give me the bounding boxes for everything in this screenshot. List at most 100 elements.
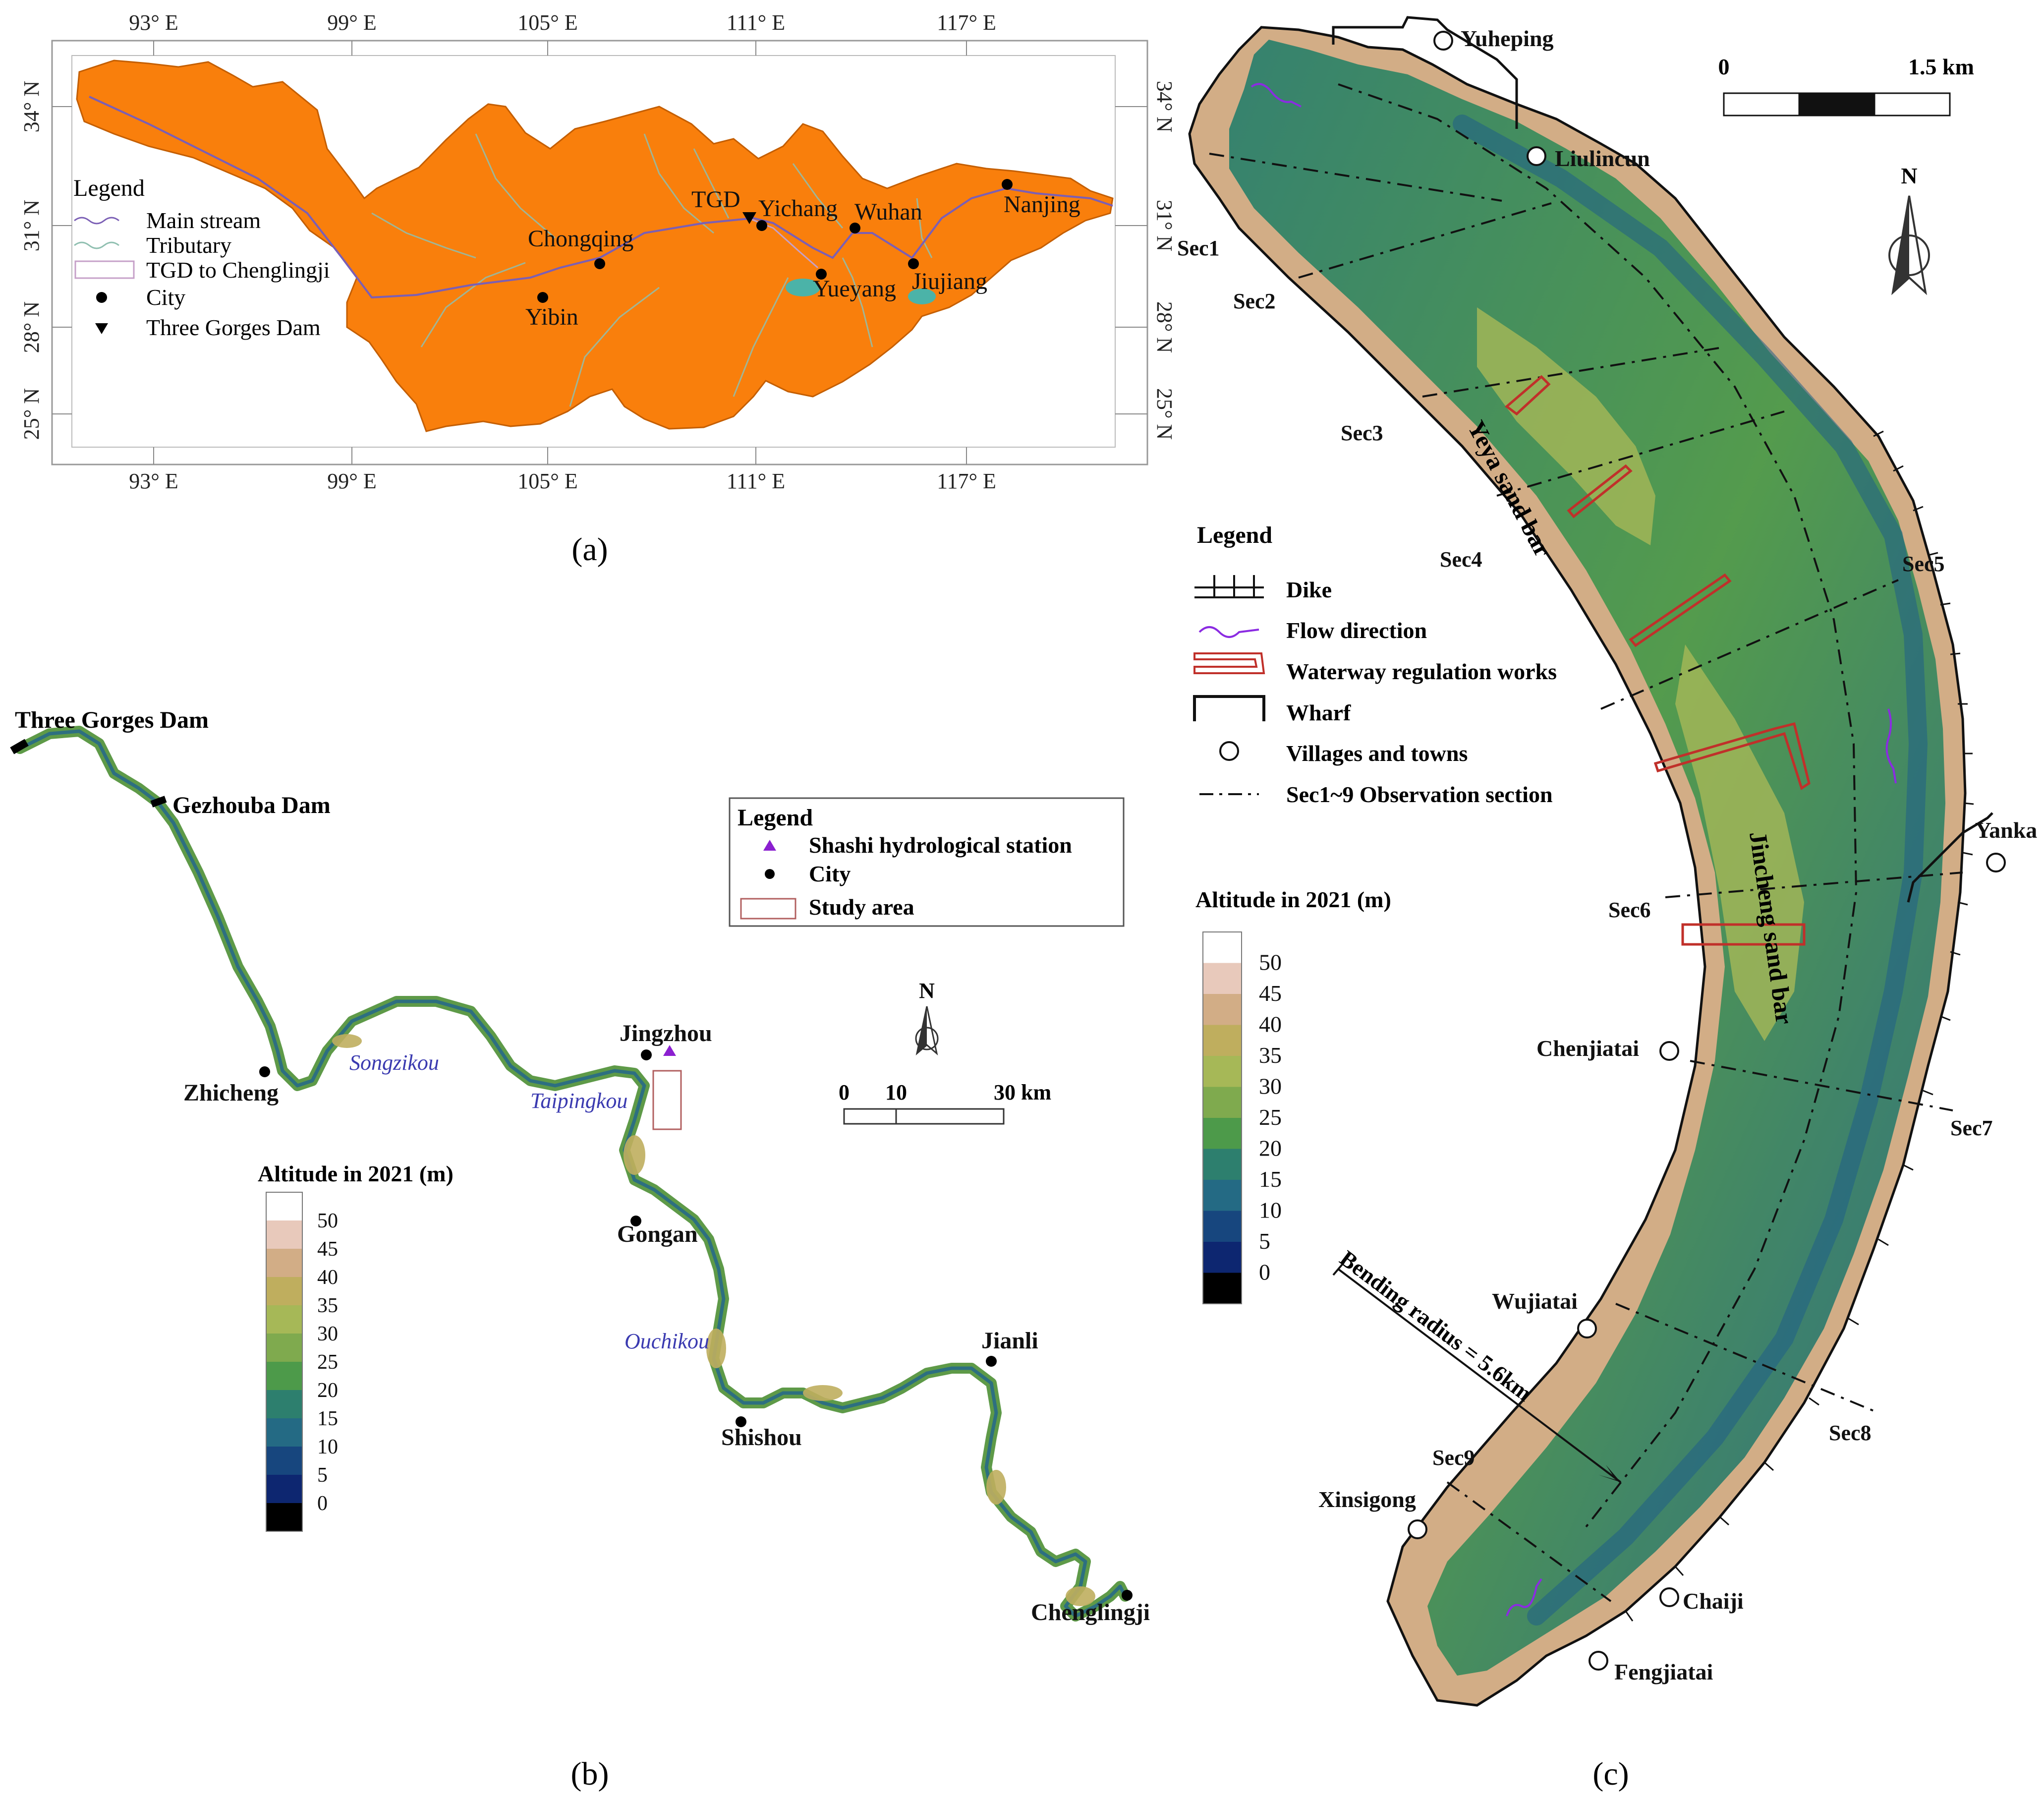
label-gongan: Gongan	[617, 1221, 698, 1247]
village-markers	[1408, 31, 2006, 1671]
legend-tgd-label: TGD to Chenglingji	[146, 257, 330, 283]
label-taipingkou: Taipingkou	[530, 1089, 627, 1113]
sec1-line	[1209, 153, 1502, 202]
label-yanka: Yanka	[1975, 817, 2037, 843]
lat-left-31: 31° N	[19, 200, 44, 251]
panel-b-altitude-labels: 50 45 40 35 30 25 20 15 10 5 0	[317, 1210, 338, 1515]
lon-top-93: 93° E	[129, 10, 178, 35]
legend-city-label-b: City	[809, 861, 851, 886]
altitude-swatch	[266, 1503, 302, 1531]
scale-b-30: 30 km	[994, 1080, 1051, 1104]
village-marker-wujiatai	[1577, 1319, 1597, 1338]
label-songzikou: Songzikou	[349, 1050, 439, 1075]
b-alt-label: 45	[317, 1238, 338, 1261]
panel-b-north-label: N	[919, 979, 935, 1003]
bending-radius-label: Bending radius = 5.6km	[1335, 1245, 1537, 1406]
observation-sections	[1209, 153, 1963, 1602]
village-marker-yanka	[1986, 853, 2006, 872]
c-alt-label: 5	[1259, 1228, 1270, 1254]
legend-study-area-label: Study area	[809, 894, 914, 920]
scale-c-1-5: 1.5 km	[1908, 54, 1974, 79]
altitude-swatch	[266, 1475, 302, 1503]
scale-b-10: 10	[885, 1080, 907, 1104]
village-marker-yuheping	[1433, 31, 1453, 51]
lon-bottom-111: 111° E	[727, 469, 785, 493]
label-three-gorges-dam: Three Gorges Dam	[15, 707, 209, 733]
legend-flow-label: Flow direction	[1286, 618, 1427, 643]
village-marker-liulincun	[1527, 146, 1546, 166]
legend-study-area-swatch	[740, 898, 796, 920]
b-alt-label: 10	[317, 1436, 338, 1458]
altitude-swatch	[1203, 1087, 1242, 1118]
altitude-swatch	[1203, 1118, 1242, 1149]
sec5-line	[1600, 579, 1899, 710]
river-channel-thalweg	[19, 729, 1127, 1618]
label-wujiatai: Wujiatai	[1492, 1288, 1578, 1314]
legend-wharf-label: Wharf	[1286, 700, 1351, 725]
altitude-ramp-border	[1202, 931, 1242, 1304]
panel-b-legend: Legend Shashi hydrological station City …	[729, 797, 1125, 927]
city-marker-jianli	[986, 1356, 997, 1367]
village-marker-fengjiatai	[1589, 1651, 1608, 1671]
lon-top-111: 111° E	[727, 10, 785, 35]
altitude-swatch	[266, 1390, 302, 1418]
sec6-line	[1665, 871, 1963, 898]
b-alt-label: 5	[317, 1464, 328, 1487]
legend-flow-swatch	[1198, 626, 1259, 638]
scale-c-0: 0	[1718, 54, 1730, 79]
altitude-swatch	[1203, 1056, 1242, 1087]
label-gezhouba-dam: Gezhouba Dam	[172, 792, 331, 818]
legend-main-stream-label: Main stream	[146, 208, 261, 233]
legend-dam-label: Three Gorges Dam	[146, 315, 321, 340]
label-liulincun: Liulincun	[1555, 146, 1650, 171]
panel-b-altitude-ramp	[266, 1192, 303, 1532]
panel-c-scale-bar: 0 1.5 km	[1718, 54, 1974, 116]
label-zhicheng: Zhicheng	[183, 1080, 279, 1106]
c-alt-label: 35	[1259, 1043, 1282, 1068]
lat-right-25: 25° N	[1152, 388, 1177, 440]
tributaries	[371, 133, 933, 407]
b-alt-label: 30	[317, 1323, 338, 1345]
altitude-swatch	[266, 1220, 302, 1249]
panel-c-legend-title: Legend	[1197, 522, 1272, 548]
label-sec7: Sec7	[1950, 1116, 1993, 1140]
c-alt-label: 15	[1259, 1166, 1282, 1192]
village-marker-chaiji	[1659, 1587, 1679, 1607]
city-label-wuhan: Wuhan	[854, 199, 922, 225]
label-sec4: Sec4	[1440, 547, 1482, 572]
shashi-station-marker	[663, 1045, 676, 1056]
village-marker-chenjiatai	[1659, 1041, 1679, 1061]
panel-a-outer-frame	[51, 40, 1148, 465]
sec9-line	[1446, 1481, 1612, 1602]
legend-dike-label: Dike	[1286, 577, 1332, 602]
panel-b-north-arrow: N	[915, 979, 939, 1055]
city-marker-shishou	[736, 1416, 746, 1427]
panel-b-sand-bars	[332, 1034, 1095, 1606]
label-sec9: Sec9	[1432, 1446, 1475, 1470]
label-sec6: Sec6	[1608, 898, 1651, 922]
city-marker-zhicheng	[259, 1066, 270, 1077]
c-alt-label: 20	[1259, 1136, 1282, 1161]
label-fengjiatai: Fengjiatai	[1614, 1659, 1713, 1684]
wharf-yanka	[1907, 812, 1993, 903]
panel-b-altitude-legend: Altitude in 2021 (m) 50 45 40 35 30 25 2…	[258, 1161, 454, 1532]
c-alt-label: 25	[1259, 1104, 1282, 1130]
dike-ticks	[1625, 430, 1974, 1622]
legend-tributary-label: Tributary	[146, 232, 231, 258]
lat-left-34: 34° N	[19, 81, 44, 132]
gezhouba-dam-icon	[150, 796, 167, 808]
panel-c-north-label: N	[1901, 163, 1917, 188]
lon-bottom-99: 99° E	[327, 469, 376, 493]
label-jingzhou: Jingzhou	[620, 1020, 712, 1046]
legend-station-label: Shashi hydrological station	[809, 832, 1072, 858]
legend-regulation-swatch	[1193, 652, 1265, 674]
label-chenglingji: Chenglingji	[1031, 1599, 1150, 1626]
city-label-nanjing: Nanjing	[1004, 191, 1080, 218]
legend-dam-swatch	[95, 323, 108, 334]
c-alt-label: 50	[1259, 950, 1282, 975]
dongting-lake	[786, 279, 820, 296]
altitude-swatch	[1203, 1211, 1242, 1242]
panel-a-inner-frame	[71, 55, 1116, 448]
b-alt-label: 35	[317, 1294, 338, 1317]
